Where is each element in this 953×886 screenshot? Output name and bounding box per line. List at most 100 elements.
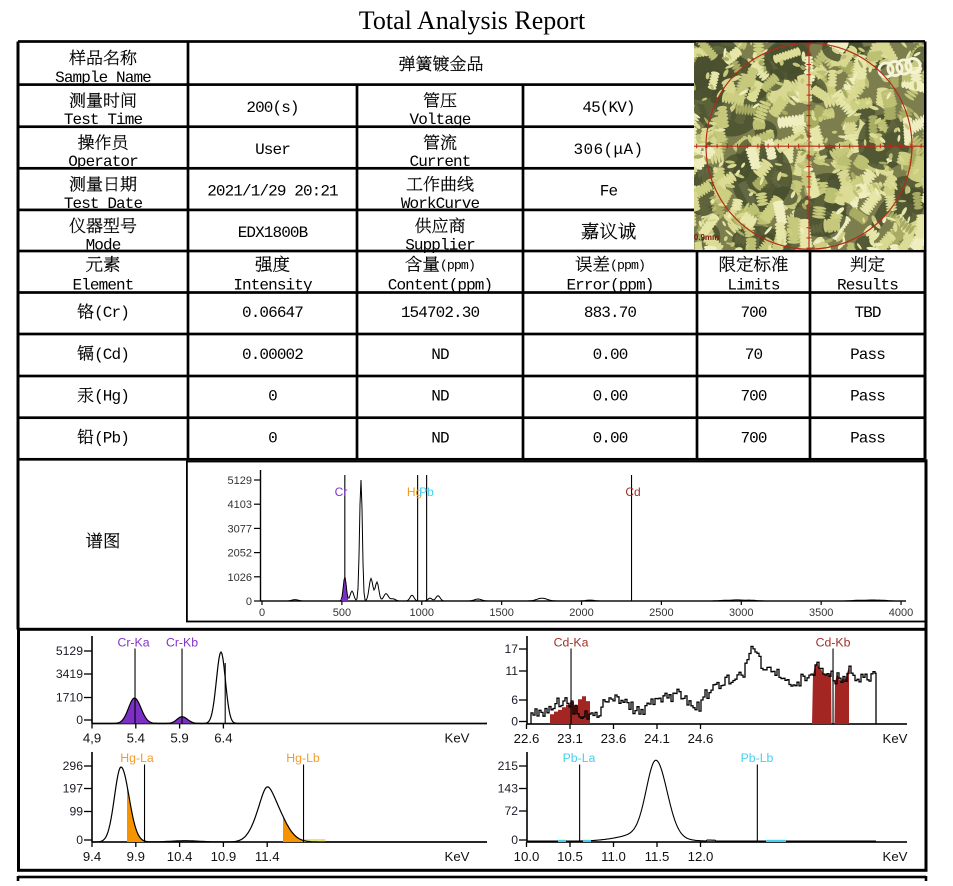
svg-text:197: 197 [63,782,84,796]
svg-text:Operator: Operator [68,153,138,171]
svg-text:Pb-Lb: Pb-Lb [741,751,774,765]
svg-text:Test Date: Test Date [64,195,143,213]
svg-text:ND: ND [431,429,449,447]
svg-text:9.9: 9.9 [127,849,145,864]
svg-text:Content(ppm): Content(ppm) [388,276,492,294]
svg-text:Hg-Lb: Hg-Lb [286,751,320,765]
svg-text:200(s): 200(s) [246,99,298,117]
svg-text:9.4: 9.4 [83,849,101,864]
svg-text:Cd-Kb: Cd-Kb [816,636,851,650]
svg-text:Pass: Pass [850,346,885,364]
svg-text:TBD: TBD [854,304,880,322]
svg-text:Error(ppm): Error(ppm) [566,276,653,294]
svg-text:24.6: 24.6 [688,731,714,746]
svg-text:Fe: Fe [600,182,618,200]
svg-text:0.00: 0.00 [593,388,628,406]
svg-text:Intensity: Intensity [233,276,313,294]
svg-text:4103: 4103 [228,499,252,511]
svg-text:0: 0 [76,713,83,727]
svg-text:Element: Element [73,276,134,294]
svg-text:154702.30: 154702.30 [401,304,480,322]
svg-text:Sample Name: Sample Name [55,69,151,87]
svg-text:(ppm): (ppm) [440,258,475,273]
svg-text:10.0: 10.0 [514,849,540,864]
svg-text:23.1: 23.1 [557,731,583,746]
svg-text:0: 0 [268,429,277,447]
svg-text:0: 0 [268,388,277,406]
svg-text:1710: 1710 [56,691,83,705]
svg-text:ND: ND [431,346,449,364]
svg-text:883.70: 883.70 [584,304,637,322]
svg-text:700: 700 [740,304,766,322]
svg-text:1000: 1000 [410,607,434,619]
svg-text:5129: 5129 [56,644,83,658]
svg-text:Hg: Hg [407,485,422,499]
svg-text:EDX1800B: EDX1800B [238,224,308,242]
svg-text:ND: ND [431,388,449,406]
svg-text:215: 215 [498,759,519,773]
svg-text:2000: 2000 [569,607,593,619]
svg-text:0: 0 [76,833,83,847]
svg-text:11.0: 11.0 [601,849,626,864]
svg-text:700: 700 [740,388,766,406]
svg-text:2500: 2500 [649,607,673,619]
svg-text:Cr-Kb: Cr-Kb [166,636,198,650]
svg-text:Pb: Pb [419,485,434,499]
svg-text:3419: 3419 [56,667,83,681]
svg-text:User: User [255,141,290,159]
svg-text:6: 6 [511,693,518,707]
svg-text:2052: 2052 [228,548,252,560]
svg-text:Hg-La: Hg-La [120,751,154,765]
svg-text:Pass: Pass [850,388,885,406]
svg-text:Total Analysis Report: Total Analysis Report [359,6,586,35]
svg-text:0.00: 0.00 [593,429,628,447]
svg-text:5.9: 5.9 [170,731,188,746]
svg-text:0: 0 [511,833,518,847]
svg-text:Voltage: Voltage [410,111,471,129]
svg-text:Supplier: Supplier [405,236,475,254]
svg-text:Mode: Mode [86,236,121,254]
svg-text:0: 0 [246,596,252,608]
svg-text:11.4: 11.4 [255,849,280,864]
svg-text:0: 0 [259,607,265,619]
svg-text:Cd: Cd [625,485,640,499]
svg-text:10.9: 10.9 [211,849,237,864]
svg-text:3077: 3077 [228,523,252,535]
svg-text:Pass: Pass [850,429,885,447]
svg-text:Results: Results [837,276,898,294]
svg-text:KeV: KeV [883,849,908,864]
svg-text:4,9: 4,9 [83,731,101,746]
svg-text:5.4: 5.4 [127,731,145,746]
svg-text:500: 500 [333,607,351,619]
svg-text:KeV: KeV [445,731,470,746]
svg-text:0.00: 0.00 [593,346,628,364]
svg-text:143: 143 [498,782,519,796]
svg-text:12.0: 12.0 [688,849,714,864]
svg-text:0.00002: 0.00002 [242,346,303,364]
svg-text:Current: Current [410,153,471,171]
svg-text:(Cd): (Cd) [94,346,129,364]
svg-text:3500: 3500 [809,607,833,619]
svg-text:Cd-Ka: Cd-Ka [554,636,589,650]
svg-text:11: 11 [505,664,518,678]
svg-text:Test Time: Test Time [64,111,143,129]
svg-text:10.4: 10.4 [167,849,193,864]
svg-text:3000: 3000 [729,607,753,619]
svg-text:296: 296 [63,759,84,773]
svg-text:0.9mm: 0.9mm [694,233,719,242]
svg-text:23.6: 23.6 [601,731,627,746]
svg-text:1026: 1026 [228,572,252,584]
svg-text:WorkCurve: WorkCurve [401,195,480,213]
svg-text:22.6: 22.6 [514,731,540,746]
svg-text:10.5: 10.5 [557,849,583,864]
svg-text:(ppm): (ppm) [610,258,645,273]
svg-text:0.06647: 0.06647 [242,304,303,322]
svg-text:KeV: KeV [883,731,908,746]
svg-text:6.4: 6.4 [214,731,232,746]
svg-text:2021/1/29 20:21: 2021/1/29 20:21 [207,182,338,200]
svg-text:Pb-La: Pb-La [563,751,596,765]
svg-text:700: 700 [740,429,766,447]
svg-text:(Hg): (Hg) [94,388,129,406]
svg-text:17: 17 [504,642,518,656]
svg-text:Cr-Ka: Cr-Ka [117,636,149,650]
